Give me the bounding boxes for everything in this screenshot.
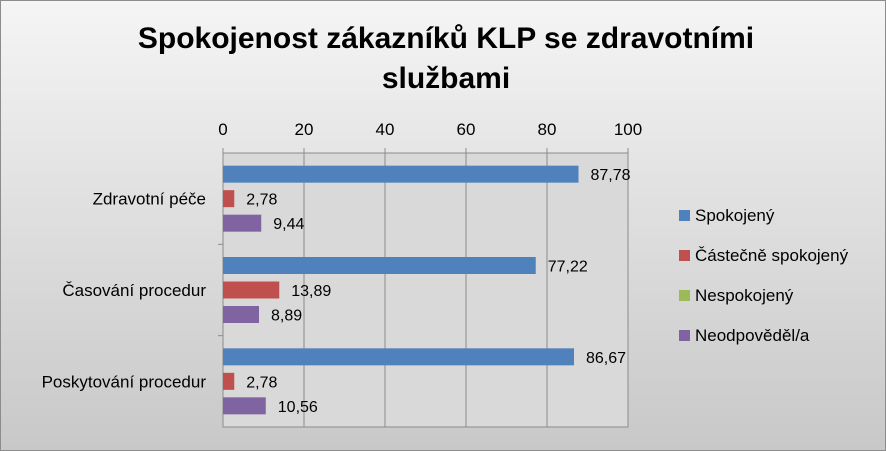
bar — [223, 397, 266, 415]
bar — [223, 190, 235, 208]
category-label: Časování procedur — [62, 281, 206, 300]
bar — [223, 372, 235, 390]
bar — [223, 257, 536, 274]
data-label: 2,78 — [246, 374, 277, 391]
data-label: 9,44 — [273, 216, 304, 233]
bar — [223, 348, 575, 366]
data-label: 86,67 — [586, 350, 626, 367]
category-label: Poskytování procedur — [42, 372, 207, 391]
legend-swatch-spokojeny — [679, 210, 690, 221]
x-tick-label: 0 — [218, 120, 227, 139]
data-label: 10,56 — [278, 399, 318, 416]
plot-area — [222, 152, 629, 428]
data-label: 77,22 — [548, 259, 588, 276]
bar — [223, 165, 579, 183]
x-tick-label: 100 — [614, 120, 642, 139]
legend-swatch-neodpovedel — [679, 330, 690, 341]
x-tick-label: 20 — [295, 120, 314, 139]
data-label: 2,78 — [246, 192, 277, 209]
x-tick-label: 80 — [538, 120, 557, 139]
data-label: 8,89 — [271, 308, 302, 325]
x-tick-label: 40 — [376, 120, 395, 139]
legend-label-castecne-spokojeny: Částečně spokojený — [695, 246, 849, 265]
bar — [223, 214, 262, 232]
legend-swatch-nespokojeny — [679, 290, 690, 301]
x-tick-label: 60 — [457, 120, 476, 139]
legend-label-spokojeny: Spokojený — [695, 206, 775, 225]
bar — [223, 281, 280, 299]
data-label: 13,89 — [291, 283, 331, 300]
legend-swatch-castecne-spokojeny — [679, 250, 690, 261]
legend-label-neodpovedel: Neodpověděl/a — [695, 326, 810, 345]
category-label: Zdravotní péče — [93, 190, 206, 209]
data-label: 87,78 — [591, 167, 631, 184]
chart-title: Spokojenost zákazníků KLP se zdravotními… — [137, 22, 755, 95]
legend-label-nespokojeny: Nespokojený — [695, 286, 794, 305]
bar — [223, 306, 260, 323]
